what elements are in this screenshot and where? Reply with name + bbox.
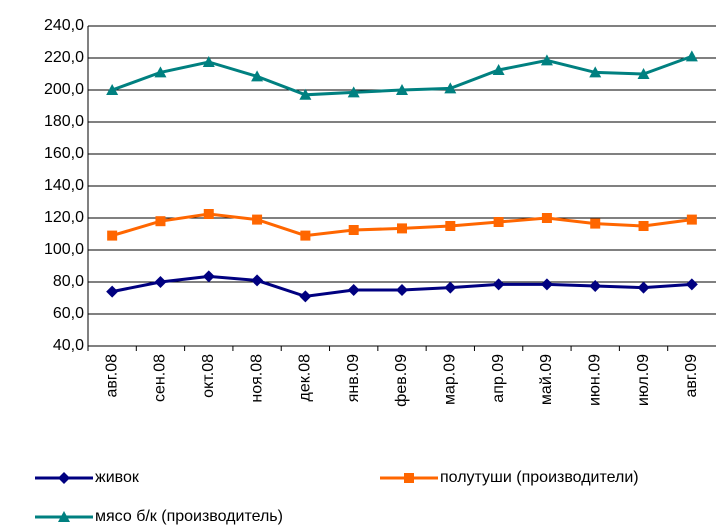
marker <box>251 70 264 82</box>
marker <box>347 284 360 296</box>
y-tick-label: 180,0 <box>44 113 84 130</box>
marker <box>106 285 119 298</box>
x-tick-label: апр.09 <box>490 354 507 403</box>
x-tick-label: авг.08 <box>103 354 120 398</box>
marker <box>686 214 697 225</box>
marker <box>252 214 263 225</box>
y-tick-label: 160,0 <box>44 145 84 162</box>
marker <box>540 54 553 66</box>
marker <box>637 281 650 294</box>
marker <box>300 230 311 241</box>
marker <box>637 68 650 79</box>
x-tick-label: июн.09 <box>586 354 603 406</box>
x-tick-label: фев.09 <box>393 354 410 407</box>
marker <box>396 84 408 95</box>
marker <box>590 218 601 229</box>
marker <box>299 290 312 303</box>
marker <box>154 66 167 78</box>
marker <box>492 64 505 75</box>
marker <box>202 270 215 283</box>
legend-label: полутуши (производители) <box>440 469 639 486</box>
marker <box>202 56 215 67</box>
x-tick-label: окт.08 <box>200 354 217 398</box>
marker <box>58 511 70 522</box>
marker <box>58 472 70 484</box>
x-tick-label: дек.08 <box>297 354 314 402</box>
x-tick-label: май.09 <box>538 354 555 405</box>
marker <box>299 88 312 100</box>
marker <box>492 278 505 291</box>
marker <box>638 221 649 231</box>
marker <box>589 280 602 292</box>
y-tick-label: 240,0 <box>44 17 84 34</box>
x-tick-label: июл.09 <box>635 354 652 406</box>
marker <box>203 209 214 219</box>
marker <box>445 221 456 231</box>
marker <box>154 276 167 288</box>
marker <box>541 213 552 223</box>
legend-label: живок <box>95 469 140 486</box>
marker <box>493 217 504 227</box>
x-tick-label: ноя.08 <box>248 354 265 403</box>
y-tick-label: 40,0 <box>53 337 84 354</box>
marker <box>685 50 698 62</box>
marker <box>685 278 698 291</box>
y-tick-label: 200,0 <box>44 81 84 98</box>
marker <box>444 281 457 294</box>
marker <box>397 223 407 234</box>
marker <box>444 82 457 94</box>
marker <box>404 473 414 483</box>
y-tick-label: 100,0 <box>44 241 84 258</box>
marker <box>589 66 602 78</box>
legend-label: мясо б/к (производитель) <box>95 508 283 525</box>
x-tick-label: сен.08 <box>152 354 169 402</box>
marker <box>348 225 359 235</box>
marker <box>540 278 553 291</box>
marker <box>251 274 264 287</box>
x-tick-label: мар.09 <box>442 354 459 405</box>
y-tick-label: 220,0 <box>44 49 84 66</box>
y-tick-label: 120,0 <box>44 209 84 226</box>
y-tick-label: 60,0 <box>53 305 84 322</box>
x-tick-label: авг.09 <box>683 354 700 398</box>
marker <box>347 86 360 98</box>
marker <box>396 284 408 296</box>
x-tick-label: янв.09 <box>345 354 362 402</box>
marker <box>106 84 119 95</box>
y-tick-label: 80,0 <box>53 273 84 290</box>
y-tick-label: 140,0 <box>44 177 84 194</box>
marker <box>155 216 166 227</box>
marker <box>107 230 118 241</box>
